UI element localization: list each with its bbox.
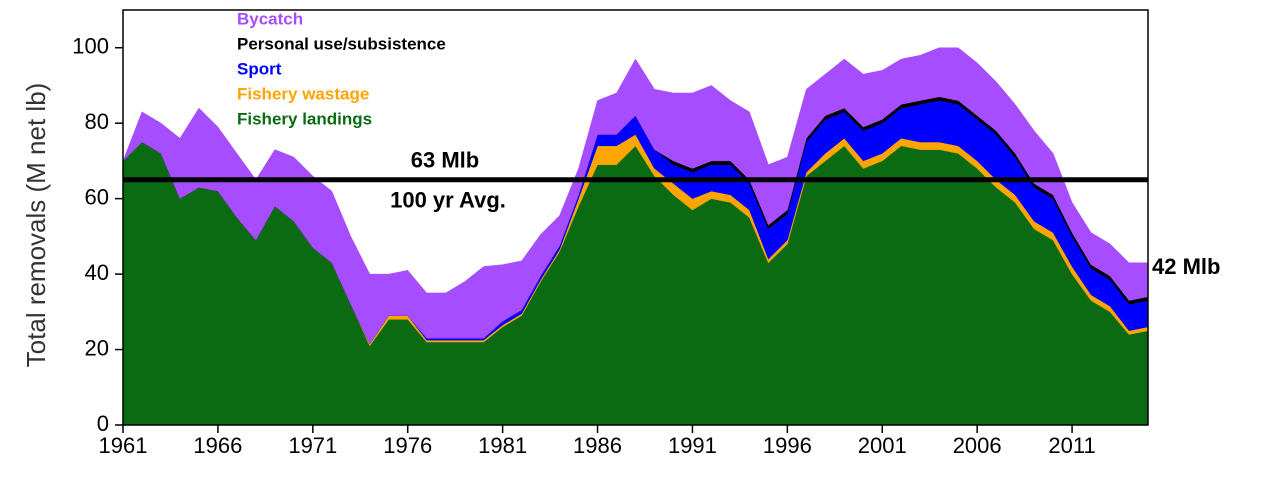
x-tick-label: 1981 — [478, 433, 527, 458]
x-tick-label: 1976 — [383, 433, 432, 458]
x-tick-label: 1971 — [288, 433, 337, 458]
reference-label: 63 Mlb — [411, 148, 479, 173]
reference-sublabel: 100 yr Avg. — [390, 188, 506, 213]
x-tick-label: 1966 — [193, 433, 242, 458]
y-tick-label: 80 — [85, 109, 109, 134]
y-tick-label: 40 — [85, 260, 109, 285]
y-tick-label: 0 — [97, 411, 109, 436]
x-tick-label: 1986 — [573, 433, 622, 458]
x-tick-label: 2011 — [1048, 433, 1095, 458]
legend-label: Personal use/subsistence — [237, 34, 446, 53]
legend-label: Fishery landings — [237, 109, 372, 128]
y-tick-label: 20 — [85, 335, 109, 360]
x-tick-label: 1961 — [99, 433, 148, 458]
x-tick-label: 2001 — [858, 433, 907, 458]
x-tick-label: 2006 — [953, 433, 1002, 458]
x-tick-label: 1991 — [668, 433, 717, 458]
legend-label: Bycatch — [237, 9, 303, 28]
plot-frame — [122, 9, 1149, 426]
x-tick-label: 1996 — [763, 433, 812, 458]
legend-label: Sport — [237, 59, 282, 78]
y-tick-label: 100 — [72, 34, 109, 59]
y-tick-label: 60 — [85, 184, 109, 209]
end-label: 42 Mlb — [1152, 254, 1220, 279]
y-axis-label: Total removals (M net lb) — [21, 83, 51, 368]
legend-label: Fishery wastage — [237, 84, 369, 103]
